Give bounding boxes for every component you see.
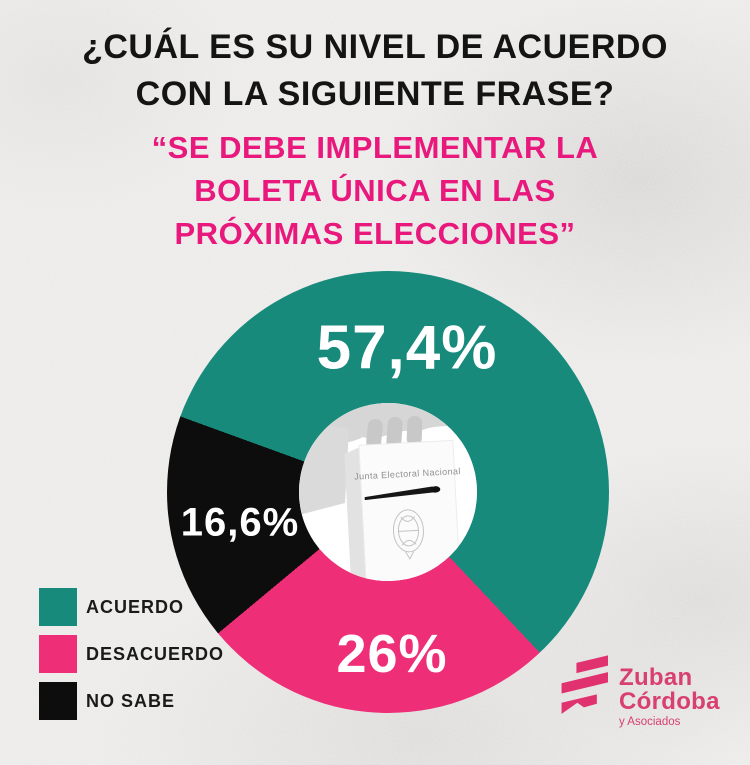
slice-label-desacuerdo: 26% — [336, 624, 448, 684]
question-line-2: CON LA SIGUIENTE FRASE? — [135, 75, 615, 113]
quote-line-2: BOLETA ÚNICA EN LAS — [194, 173, 556, 208]
legend-label-desacuerdo: DESACUERDO — [86, 643, 225, 664]
donut-chart: 57,4% 16,6% 26% — [167, 271, 609, 713]
slice-label-no-sabe: 16,6% — [180, 500, 300, 545]
legend-item-acuerdo: ACUERDO — [39, 588, 224, 626]
ballot-box-illustration: Junta Electoral Nacional — [299, 403, 477, 581]
logo-line-2: Córdoba — [619, 688, 720, 715]
logo-text: Zuban Córdoba y Asociados — [619, 666, 720, 729]
donut-center-image: Junta Electoral Nacional — [299, 403, 477, 581]
arm-shape — [299, 421, 349, 515]
question-line-1: ¿CUÁL ES SU NIVEL DE ACUERDO — [82, 28, 668, 66]
legend-item-no-sabe: NO SABE — [39, 682, 224, 720]
legend-swatch-desacuerdo — [39, 635, 77, 673]
ballot-box: Junta Electoral Nacional — [344, 439, 461, 581]
legend-item-desacuerdo: DESACUERDO — [39, 635, 224, 673]
poll-question-title: ¿CUÁL ES SU NIVEL DE ACUERDO CON LA SIGU… — [0, 24, 750, 118]
legend-swatch-acuerdo — [39, 588, 77, 626]
legend-label-no-sabe: NO SABE — [86, 690, 176, 711]
chart-legend: ACUERDO DESACUERDO NO SABE — [39, 588, 224, 729]
slice-label-acuerdo: 57,4% — [316, 313, 498, 383]
quote-line-3: PRÓXIMAS ELECCIONES” — [174, 216, 576, 251]
poll-quote-subtitle: “SE DEBE IMPLEMENTAR LA BOLETA ÚNICA EN … — [0, 126, 750, 255]
zuban-cordoba-logo: Zuban Córdoba y Asociados — [556, 652, 720, 729]
logo-line-1: Zuban — [619, 664, 693, 691]
logo-line-3: y Asociados — [619, 716, 681, 728]
legend-label-acuerdo: ACUERDO — [86, 596, 185, 617]
logo-mark-icon — [561, 655, 608, 714]
quote-line-1: “SE DEBE IMPLEMENTAR LA — [151, 130, 599, 165]
legend-swatch-no-sabe — [39, 682, 77, 720]
